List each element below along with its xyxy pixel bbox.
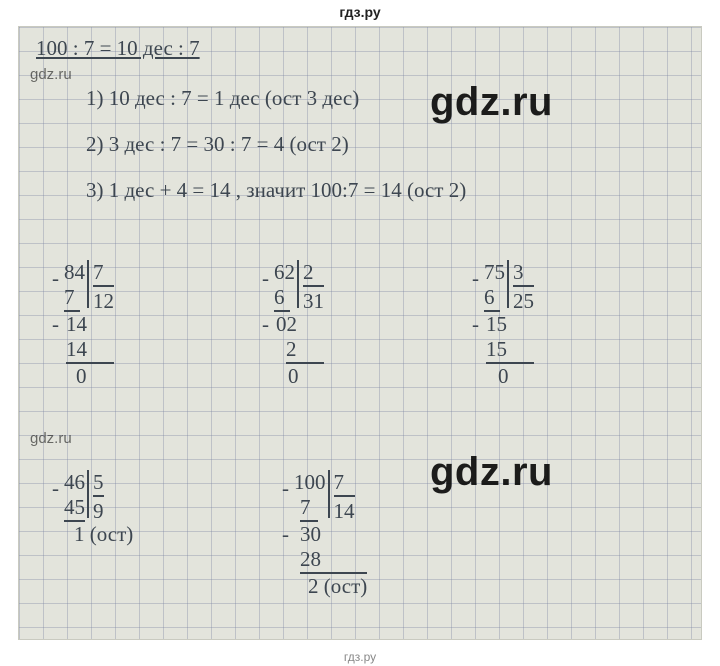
title-line: 100 : 7 = 10 дес : 7: [36, 36, 200, 60]
page-footer: гдз.ру: [0, 650, 720, 664]
step-3: 3) 1 дес + 4 = 14 , значит 100:7 = 14 (о…: [86, 178, 466, 202]
longdiv-100-7: - 100 7 7 14 - 30 28 2 (ост): [294, 470, 367, 599]
page-header: гдз.ру: [0, 0, 720, 24]
watermark-small-1: gdz.ru: [30, 66, 72, 83]
watermark-large-2: gdz.ru: [430, 450, 553, 495]
longdiv-62-2: - 62 6 2 31 - 02 2 0: [274, 260, 324, 389]
watermark-small-2: gdz.ru: [30, 430, 72, 447]
longdiv-75-3: - 75 6 3 25 - 15 15 0: [484, 260, 534, 389]
longdiv-84-7: - 84 7 7 12 - 14 14 0: [64, 260, 114, 389]
step-2: 2) 3 дес : 7 = 30 : 7 = 4 (ост 2): [86, 132, 349, 156]
watermark-large-1: gdz.ru: [430, 80, 553, 125]
longdiv-46-5: - 46 45 5 9 1 (ост): [64, 470, 133, 547]
step-1: 1) 10 дес : 7 = 1 дес (ост 3 дес): [86, 86, 359, 110]
